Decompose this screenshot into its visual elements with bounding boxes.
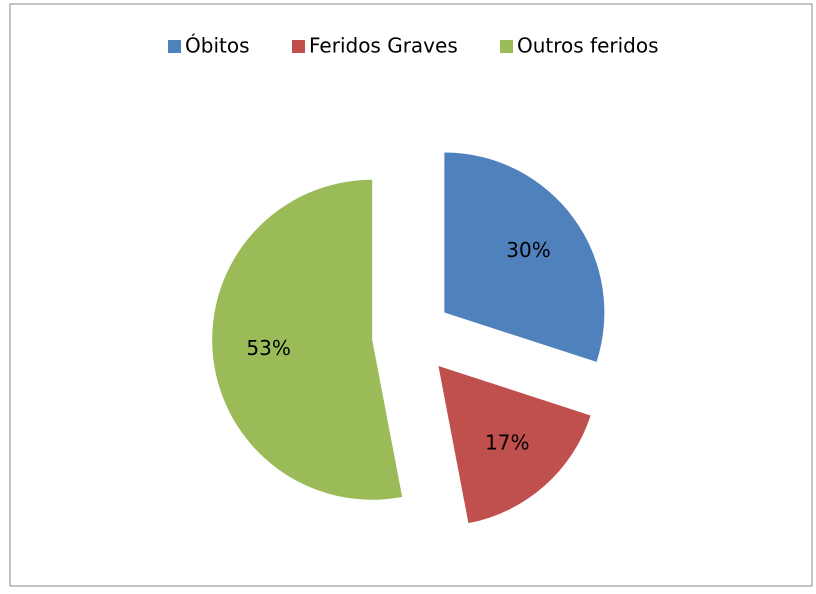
chart-frame — [9, 3, 813, 587]
legend-label: Feridos Graves — [309, 34, 458, 58]
pie-slice — [438, 366, 591, 524]
data-label: 30% — [506, 238, 550, 262]
data-label: 53% — [246, 336, 290, 360]
pie-slice — [212, 179, 403, 500]
legend-label: Outros feridos — [517, 34, 659, 58]
legend-label: Óbitos — [185, 34, 250, 58]
legend-swatch — [168, 40, 181, 53]
legend-swatch — [500, 40, 513, 53]
legend-swatch — [292, 40, 305, 53]
pie-slice — [444, 152, 605, 362]
data-label: 17% — [485, 431, 529, 455]
